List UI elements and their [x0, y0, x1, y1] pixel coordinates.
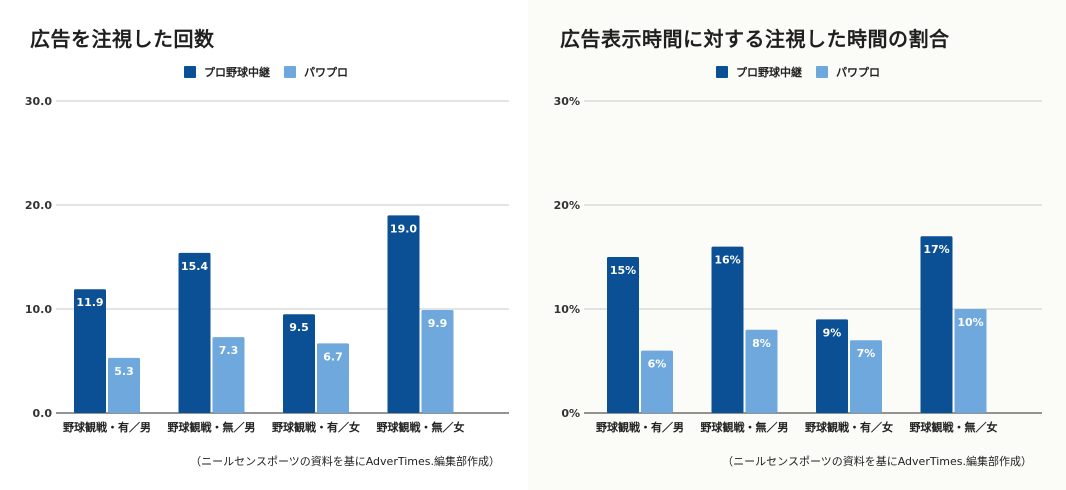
y-tick-label: 0.0 [33, 407, 53, 420]
chart-panel-left: 広告を注視した回数 プロ野球中継 パワプロ 0.0 10.0 20.0 30.0 11.… [0, 0, 528, 490]
y-tick-label: 0% [561, 407, 580, 420]
data-label: 11.9 [76, 296, 103, 309]
data-label: 9.9 [428, 317, 448, 330]
legend-swatch-light [284, 66, 296, 78]
data-label: 15% [610, 264, 636, 277]
x-category-label: 野球観戦・無／男 [168, 420, 256, 434]
bar [317, 343, 349, 413]
bar [954, 309, 987, 413]
bar [387, 215, 420, 413]
x-category-label: 野球観戦・無／男 [701, 420, 789, 434]
source-note: （ニールセンスポーツの資料を基にAdverTimes.編集部作成） [722, 455, 1032, 468]
bar [178, 252, 211, 413]
bar [711, 246, 744, 413]
legend-item-series-2: パワプロ [284, 64, 348, 80]
bar [745, 329, 778, 413]
legend-label: パワプロ [836, 66, 880, 79]
data-label: 9% [823, 326, 842, 339]
chart-title: 広告を注視した回数 [30, 27, 215, 51]
legend-item-series-1: プロ野球中継 [716, 64, 802, 80]
y-tick-label: 30.0 [25, 95, 52, 108]
legend-label: プロ野球中継 [204, 66, 270, 79]
data-label: 8% [752, 337, 771, 350]
y-tick-label: 10% [554, 303, 580, 316]
x-category-label: 野球観戦・無／女 [377, 420, 465, 434]
legend-label: パワプロ [304, 66, 348, 79]
legend-label: プロ野球中継 [736, 66, 802, 79]
legend-swatch-dark [716, 66, 728, 78]
legend-item-series-1: プロ野球中継 [184, 64, 270, 80]
chart-legend: プロ野球中継 パワプロ [184, 64, 348, 80]
bar-chart-plot: 0.0 10.0 20.0 30.0 11.9 5.3 野球観戦・有／男 15.4 7.3 野球観… [25, 95, 509, 434]
chart-title: 広告表示時間に対する注視した時間の割合 [560, 27, 950, 51]
x-category-label: 野球観戦・有／男 [63, 420, 151, 434]
chart-legend: プロ野球中継 パワプロ [716, 64, 880, 80]
chart-panel-right: 広告表示時間に対する注視した時間の割合 プロ野球中継 パワプロ 0% 10% 20%… [528, 0, 1066, 490]
data-label: 9.5 [289, 321, 309, 334]
data-label: 6.7 [323, 350, 343, 363]
y-tick-label: 10.0 [25, 303, 52, 316]
data-label: 19.0 [390, 222, 417, 235]
y-tick-label: 30% [554, 95, 580, 108]
bar [816, 319, 848, 413]
bar [607, 257, 639, 413]
bar [74, 289, 106, 413]
bar-chart-plot: 0% 10% 20% 30% 15% 6% 野球観戦・有／男 16% 8% 野球観戦・無／男 9% 7… [554, 95, 1042, 434]
x-category-label: 野球観戦・有／男 [596, 420, 684, 434]
bar [641, 350, 673, 413]
y-tick-label: 20.0 [25, 199, 52, 212]
bar [920, 236, 953, 413]
data-label: 10% [957, 316, 983, 329]
data-label: 7% [857, 347, 876, 360]
bar [108, 357, 140, 413]
x-category-label: 野球観戦・有／女 [805, 420, 893, 434]
bar [283, 314, 315, 413]
source-note: （ニールセンスポーツの資料を基にAdverTimes.編集部作成） [190, 455, 500, 468]
x-category-label: 野球観戦・無／女 [910, 420, 998, 434]
y-tick-label: 20% [554, 199, 580, 212]
data-label: 17% [923, 243, 949, 256]
data-label: 6% [648, 358, 667, 371]
data-label: 15.4 [181, 260, 208, 273]
x-category-label: 野球観戦・有／女 [272, 420, 360, 434]
data-label: 7.3 [219, 344, 239, 357]
legend-item-series-2: パワプロ [816, 64, 880, 80]
bar [212, 337, 245, 413]
bar [421, 310, 454, 413]
legend-swatch-dark [184, 66, 196, 78]
bar [850, 340, 882, 413]
legend-swatch-light [816, 66, 828, 78]
data-label: 5.3 [114, 365, 134, 378]
data-label: 16% [714, 254, 740, 267]
